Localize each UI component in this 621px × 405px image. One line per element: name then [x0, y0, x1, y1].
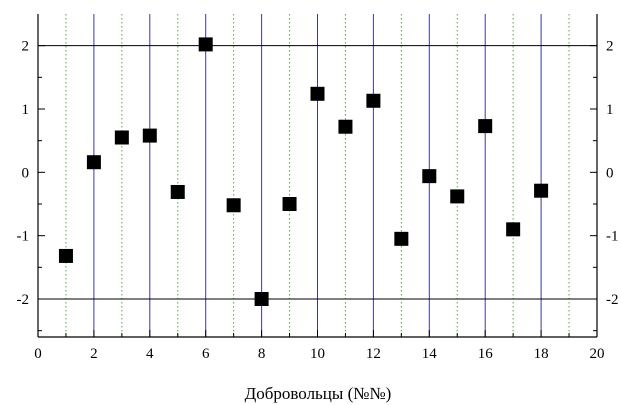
- y-tick-label-right: 1: [606, 102, 614, 118]
- x-tick-label: 0: [34, 346, 42, 362]
- data-point: [506, 222, 521, 237]
- x-tick-label: 8: [258, 346, 266, 362]
- data-point: [534, 183, 549, 198]
- data-point: [170, 184, 185, 199]
- x-tick-label: 2: [90, 346, 98, 362]
- data-point: [422, 169, 437, 184]
- x-tick-label: 4: [146, 346, 154, 362]
- y-tick-label-left: 2: [22, 39, 30, 55]
- y-tick-label-right: 2: [606, 39, 614, 55]
- data-point: [254, 292, 269, 306]
- y-tick-label-left: -1: [17, 229, 30, 245]
- x-tick-label: 16: [478, 346, 494, 362]
- y-tick-label-left: 0: [22, 165, 30, 181]
- data-point: [86, 155, 101, 170]
- data-point: [114, 130, 129, 145]
- data-point: [142, 128, 157, 143]
- data-point: [226, 198, 241, 213]
- data-point: [450, 189, 465, 204]
- axes: [37, 14, 598, 338]
- x-tick-label: 12: [366, 346, 381, 362]
- data-point: [478, 119, 493, 134]
- x-axis-title: Добровольцы (№№): [245, 384, 392, 403]
- y-tick-label-right: -1: [606, 229, 619, 245]
- data-point: [310, 86, 325, 101]
- y-tick-label-left: 1: [22, 102, 30, 118]
- x-tick-label: 10: [310, 346, 325, 362]
- x-tick-label: 6: [202, 346, 210, 362]
- tick-labels: -2 -2-1 -10 01 12 20 2 4 6 8 10 12 14 16 18 20: [17, 39, 619, 362]
- grid-layer: [65, 14, 570, 337]
- data-point: [282, 197, 297, 211]
- data-point: [198, 37, 213, 52]
- x-tick-label: 20: [590, 346, 605, 362]
- data-point: [366, 93, 381, 108]
- reference-lines: [38, 45, 597, 300]
- x-tick-label: 14: [422, 346, 438, 362]
- x-tick-label: 18: [534, 346, 549, 362]
- data-points: [58, 37, 549, 306]
- data-point: [394, 231, 409, 246]
- data-point: [58, 248, 73, 263]
- y-tick-label-right: -2: [606, 292, 619, 308]
- y-tick-label-right: 0: [606, 165, 614, 181]
- data-point: [338, 119, 353, 134]
- y-tick-label-left: -2: [17, 292, 30, 308]
